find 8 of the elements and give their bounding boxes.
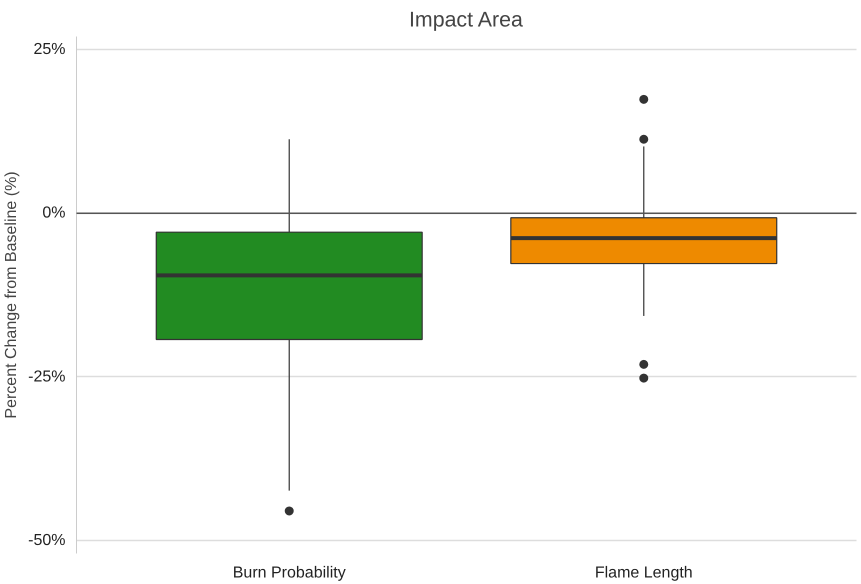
y-tick-label: 25% — [33, 41, 66, 58]
y-axis-title: Percent Change from Baseline (%) — [3, 171, 20, 419]
x-tick-label: Flame Length — [594, 564, 693, 582]
chart-title: Impact Area — [409, 8, 523, 32]
x-tick-label: Burn Probability — [232, 564, 346, 582]
y-tick-label: 0% — [42, 204, 66, 222]
y-tick-label: -25% — [28, 368, 66, 386]
y-tick-label: -50% — [28, 532, 66, 549]
